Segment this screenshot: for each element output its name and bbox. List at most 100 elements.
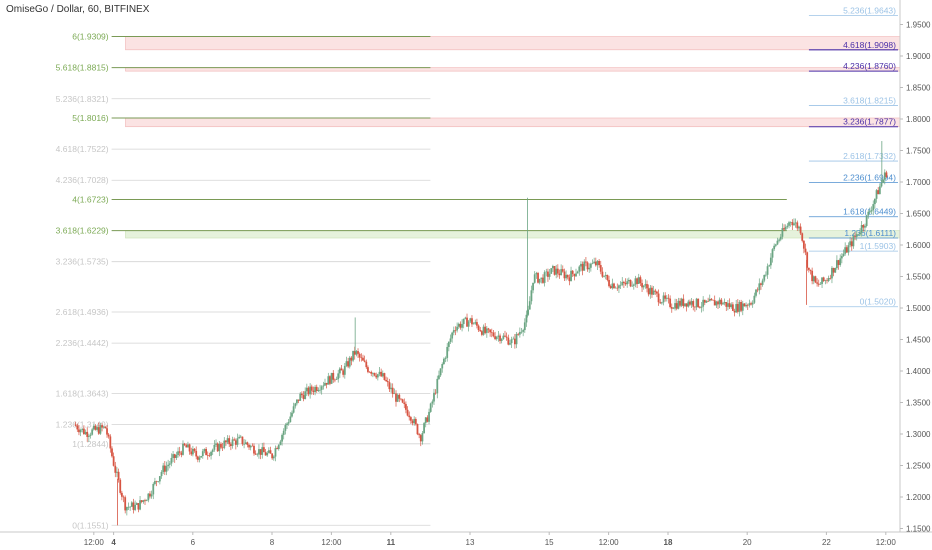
candle-body <box>708 298 711 302</box>
candle-body <box>642 285 645 288</box>
candle-body <box>687 301 690 307</box>
candle-body <box>814 276 817 283</box>
candle-body <box>753 295 756 303</box>
candle-body <box>500 338 503 341</box>
candle-body <box>281 434 283 442</box>
candle-body <box>543 272 546 283</box>
candle-body <box>408 415 411 418</box>
candle-body <box>320 386 323 390</box>
candle-body <box>327 376 330 385</box>
candle-body <box>771 249 774 258</box>
candle-body <box>545 271 548 273</box>
candle-body <box>272 456 275 459</box>
candle-body <box>220 443 222 448</box>
candle-body <box>263 447 265 453</box>
candle-body <box>685 303 688 307</box>
candle-body <box>755 289 757 296</box>
candle-body <box>145 500 148 502</box>
candle-body <box>234 440 237 445</box>
price-tick-label: 1.9000 <box>906 52 931 61</box>
candle-body <box>670 307 673 309</box>
candle-body <box>829 277 832 279</box>
candle-body <box>631 285 634 287</box>
candle-body <box>487 328 490 330</box>
candle-body <box>535 273 538 275</box>
candle-body <box>125 507 128 511</box>
candle-body <box>816 282 818 284</box>
candle-body <box>231 439 234 446</box>
candle-body <box>497 335 500 337</box>
candle-body <box>505 336 508 338</box>
candle-body <box>472 323 475 325</box>
candle-body <box>246 442 249 445</box>
candle-body <box>178 451 181 453</box>
candle-body <box>449 338 452 342</box>
candle-body <box>446 346 449 358</box>
candle-body <box>421 433 424 442</box>
fib-label-left: 1.618(1.3643) <box>56 388 109 398</box>
candle-body <box>865 215 868 226</box>
candle-body <box>196 456 199 460</box>
candle-body <box>618 285 620 289</box>
candle-body <box>405 404 407 410</box>
candle-body <box>783 228 785 230</box>
candle-body <box>878 186 881 195</box>
candle-body <box>173 454 176 458</box>
candle-body <box>809 269 812 271</box>
candle-body <box>604 274 607 276</box>
candle-body <box>81 428 84 431</box>
candle-body <box>634 278 637 285</box>
candle-body <box>149 493 151 497</box>
candle-body <box>127 506 130 508</box>
candle-body <box>746 304 749 306</box>
candle-body <box>253 445 255 454</box>
candle-body <box>289 416 292 423</box>
candle-body <box>337 373 340 380</box>
candle-body <box>459 323 462 328</box>
candle-body <box>609 286 612 289</box>
candle-body <box>665 297 668 299</box>
candle-body <box>264 452 267 456</box>
candle-body <box>414 419 417 425</box>
candle-body <box>188 444 191 452</box>
candle-body <box>736 304 739 312</box>
candle-body <box>621 281 624 286</box>
candle-body <box>137 503 140 510</box>
candle-body <box>794 222 797 224</box>
candle-body <box>880 182 883 187</box>
candle-body <box>345 361 348 366</box>
candle-body <box>170 457 173 464</box>
candle-body <box>760 283 762 285</box>
candle-body <box>385 379 387 382</box>
candle-body <box>287 422 290 424</box>
candle-body <box>852 236 855 247</box>
candle-body <box>193 448 196 451</box>
candle-body <box>442 358 445 365</box>
candle-body <box>717 301 719 305</box>
fib-label-left: 4(1.6723) <box>72 194 109 204</box>
candle-body <box>319 389 321 391</box>
candle-body <box>195 450 198 457</box>
candle-body <box>873 198 876 205</box>
candle-body <box>776 240 779 245</box>
candle-body <box>571 270 574 274</box>
price-tick-label: 1.2000 <box>906 493 931 502</box>
candle-body <box>731 304 734 311</box>
candle-body <box>702 299 705 307</box>
candle-body <box>403 402 406 405</box>
candle-body <box>741 303 744 311</box>
candle-body <box>761 280 764 285</box>
time-tick-label: 4 <box>111 538 116 547</box>
candle-body <box>547 271 549 277</box>
candle-body <box>439 368 442 376</box>
candle-body <box>104 426 107 429</box>
fib-label-left: 5.236(1.8321) <box>56 94 109 104</box>
price-tick-label: 1.3000 <box>906 430 931 439</box>
candle-body <box>317 389 320 391</box>
candle-body <box>525 314 528 323</box>
fib-label-left: 4.618(1.7522) <box>56 144 109 154</box>
candle-body <box>778 239 781 241</box>
candle-body <box>499 335 501 341</box>
candle-body <box>409 417 412 421</box>
